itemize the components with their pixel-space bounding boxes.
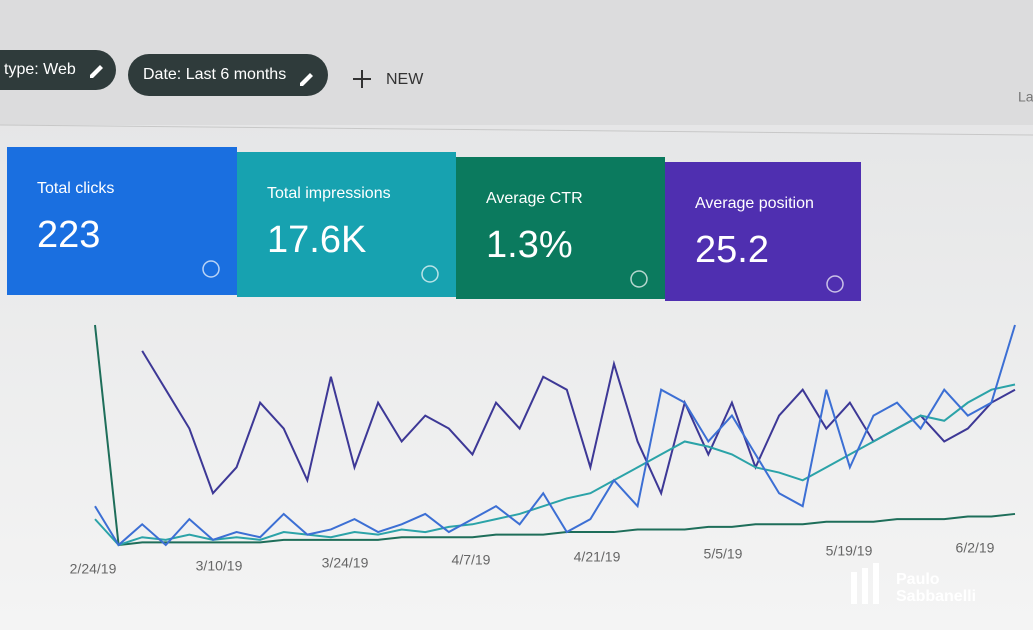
- metric-card: [237, 152, 456, 297]
- x-tick-label: 6/2/19: [956, 540, 995, 556]
- cards: Total clicks 223 Total impressions 17.6K Ave…: [7, 147, 861, 301]
- x-tick-label: 4/21/19: [574, 549, 621, 565]
- help-icon: [421, 265, 439, 283]
- metric-label: Average position: [695, 195, 814, 212]
- watermark: Paulo: [896, 571, 940, 588]
- series-line: [141, 350, 1016, 497]
- new-button[interactable]: NEW: [386, 71, 424, 88]
- x-tick-label: 4/7/19: [452, 552, 491, 568]
- watermark: Sabbanelli: [896, 588, 976, 605]
- metric-card: [665, 162, 861, 301]
- metric-label: Average CTR: [486, 190, 583, 207]
- metric-value: 1.3%: [486, 224, 573, 266]
- metric-card: [7, 147, 237, 295]
- corner-text: La: [1018, 89, 1033, 105]
- help-icon: [630, 270, 648, 288]
- toolbar-border: [0, 124, 1033, 136]
- series-line: [94, 383, 1016, 547]
- metric-value: 25.2: [695, 229, 769, 271]
- logo-bar: [851, 572, 857, 604]
- x-tick-label: 5/19/19: [826, 543, 873, 559]
- chip-label: type: Web: [4, 61, 76, 78]
- x-tick-label: 3/10/19: [196, 558, 243, 574]
- chip[interactable]: [128, 54, 328, 96]
- metric-label: Total clicks: [37, 180, 114, 197]
- series-line: [94, 324, 1016, 547]
- logo-bar: [873, 563, 879, 604]
- metric-value: 223: [37, 214, 100, 256]
- logo-bar: [862, 568, 868, 604]
- x-tick-label: 2/24/19: [70, 561, 117, 577]
- chip[interactable]: [0, 50, 116, 90]
- x-tick-label: 5/5/19: [704, 546, 743, 562]
- metric-label: Total impressions: [267, 185, 391, 202]
- chip-label: Date: Last 6 months: [143, 66, 286, 83]
- x-tick-label: 3/24/19: [322, 555, 369, 571]
- series-line: [94, 324, 1016, 547]
- chart: 2/24/19 3/10/19 3/24/19 4/7/19 4/21/19 5/5/19…: [70, 324, 1016, 577]
- metric-value: 17.6K: [267, 219, 366, 261]
- plus-icon: [353, 70, 371, 88]
- help-icon: [202, 260, 220, 278]
- help-icon: [826, 275, 844, 293]
- metric-card: [456, 157, 665, 299]
